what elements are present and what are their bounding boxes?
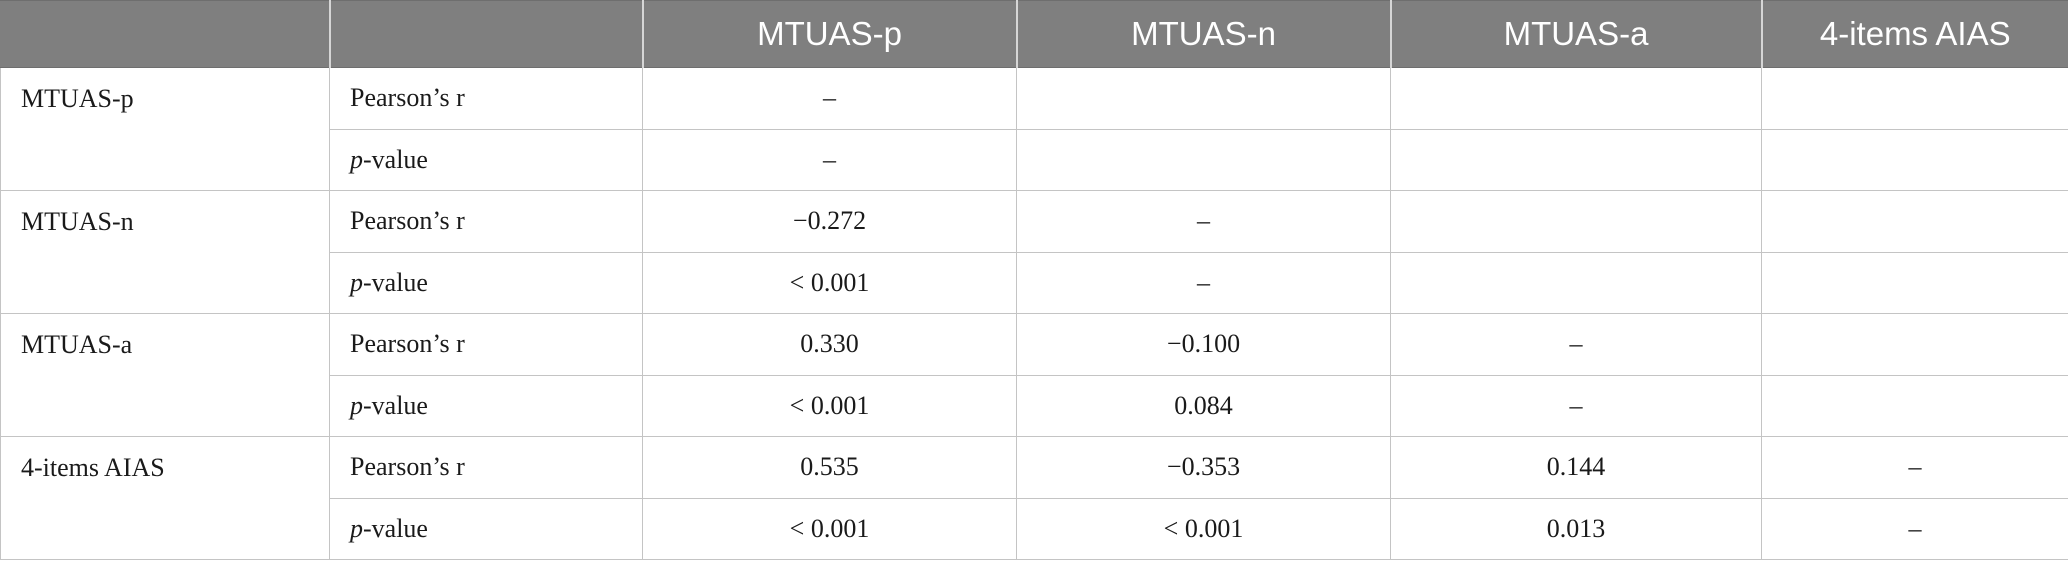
value-cell: < 0.001 [1016, 497, 1391, 560]
table-row-mtuas-p-pvalue: p-value – [1, 128, 2068, 191]
value-cell: – [1016, 190, 1391, 253]
value-cell [1761, 128, 2068, 191]
value-cell: – [642, 67, 1017, 130]
header-mtuas-p: MTUAS-p [641, 0, 1017, 68]
value-cell: < 0.001 [642, 251, 1017, 314]
pvalue-label-italic: p [350, 267, 363, 297]
value-cell: 0.084 [1016, 374, 1391, 437]
value-cell: – [1016, 251, 1391, 314]
table-row-mtuas-n-pearson: MTUAS-n Pearson’s r −0.272 – [0, 190, 2068, 314]
correlation-table: MTUAS-p MTUAS-n MTUAS-a 4-items AIAS MTU… [0, 0, 2068, 560]
pearson-label: Pearson’s r [329, 313, 643, 376]
header-blank-statistic [328, 0, 643, 68]
row-variable-label: MTUAS-n [0, 190, 330, 314]
value-cell: −0.100 [1016, 313, 1391, 376]
value-cell [1390, 67, 1762, 130]
value-cell: 0.013 [1390, 497, 1762, 560]
row-variable-label: 4-items AIAS [0, 436, 330, 560]
value-cell: < 0.001 [642, 497, 1017, 560]
value-cell [1761, 251, 2068, 314]
table-row-mtuas-p-pearson: MTUAS-p Pearson’s r – [0, 67, 2068, 191]
value-cell [1016, 67, 1391, 130]
value-cell: 0.330 [642, 313, 1017, 376]
value-cell: – [1390, 313, 1762, 376]
value-cell: < 0.001 [642, 374, 1017, 437]
pearson-label: Pearson’s r [329, 436, 643, 499]
value-cell: – [642, 128, 1017, 191]
header-row: MTUAS-p MTUAS-n MTUAS-a 4-items AIAS [0, 0, 2068, 68]
value-cell: 0.535 [642, 436, 1017, 499]
table-row-mtuas-a-pearson: MTUAS-a Pearson’s r 0.330 −0.100 – [0, 313, 2068, 437]
header-mtuas-n: MTUAS-n [1015, 0, 1391, 68]
value-cell: −0.353 [1016, 436, 1391, 499]
value-cell [1390, 128, 1762, 191]
table-body: MTUAS-p Pearson’s r – p-value – MTUAS-n … [0, 67, 2068, 560]
value-cell [1390, 190, 1762, 253]
row-variable-label: MTUAS-a [0, 313, 330, 437]
value-cell [1761, 190, 2068, 253]
pvalue-label-italic: p [350, 390, 363, 420]
pvalue-label: p-value [329, 374, 643, 437]
pearson-label: Pearson’s r [329, 67, 643, 130]
pvalue-label-suffix: -value [363, 513, 428, 543]
table-row-aias-pvalue: p-value < 0.001 < 0.001 0.013 – [1, 497, 2068, 560]
value-cell [1016, 128, 1391, 191]
row-variable-label: MTUAS-p [0, 67, 330, 191]
value-cell [1761, 313, 2068, 376]
value-cell: 0.144 [1390, 436, 1762, 499]
header-mtuas-a: MTUAS-a [1389, 0, 1762, 68]
value-cell: – [1390, 374, 1762, 437]
pvalue-label: p-value [329, 497, 643, 560]
table-header: MTUAS-p MTUAS-n MTUAS-a 4-items AIAS [0, 0, 2068, 68]
value-cell: – [1761, 436, 2068, 499]
pvalue-label-suffix: -value [363, 267, 428, 297]
pvalue-label-italic: p [350, 513, 363, 543]
pvalue-label-suffix: -value [363, 144, 428, 174]
pvalue-label: p-value [329, 128, 643, 191]
header-aias: 4-items AIAS [1760, 0, 2068, 68]
pvalue-label-suffix: -value [363, 390, 428, 420]
value-cell: −0.272 [642, 190, 1017, 253]
value-cell: – [1761, 497, 2068, 560]
pvalue-label-italic: p [350, 144, 363, 174]
correlation-table-container: MTUAS-p MTUAS-n MTUAS-a 4-items AIAS MTU… [0, 0, 2068, 560]
value-cell [1390, 251, 1762, 314]
pearson-label: Pearson’s r [329, 190, 643, 253]
value-cell [1761, 67, 2068, 130]
header-blank-variable [0, 0, 330, 68]
table-row-aias-pearson: 4-items AIAS Pearson’s r 0.535 −0.353 0.… [0, 436, 2068, 560]
pvalue-label: p-value [329, 251, 643, 314]
value-cell [1761, 374, 2068, 437]
